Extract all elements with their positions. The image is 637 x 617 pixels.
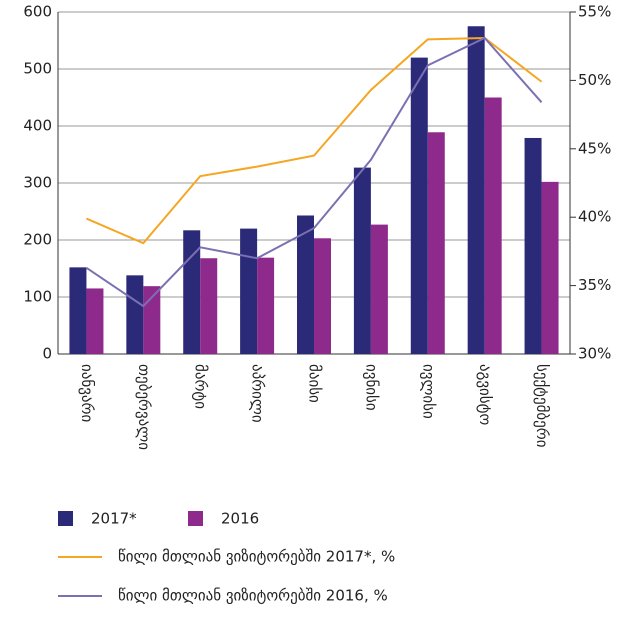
y2-tick-label: 45% [578,139,611,157]
line [85,36,543,308]
bar [314,238,331,354]
x-tick-label: ივნისი [362,364,380,411]
y2-tick-label: 35% [578,276,611,294]
y2-tick-label: 40% [578,208,611,226]
y-tick-label: 400 [23,117,52,135]
x-tick-label: თებერვალი [135,364,153,450]
bar [257,257,275,354]
legend-swatch [58,511,73,526]
x-tick-label: აგვისტო [476,364,494,425]
y-tick-label: 200 [23,231,52,249]
bar [240,228,258,354]
x-tick-label: სექტემბერი [533,364,551,448]
y-tick-label: 300 [23,174,52,192]
bar [484,97,502,354]
line [86,36,543,245]
x-tick-label: მაისი [306,364,324,403]
bar [353,167,371,354]
y-tick-label: 100 [23,288,52,306]
legend-label: წილი მთლიან ვიზიტორებში 2017*, % [118,548,395,566]
y-tick-label: 0 [42,345,52,363]
bar [297,215,314,354]
bar [69,267,87,354]
legend-swatch [188,511,203,526]
legend-label: წილი მთლიან ვიზიტორებში 2016, % [118,587,388,605]
y2-tick-label: 55% [578,3,611,21]
bar [200,258,218,354]
x-tick-label: ივლისი [419,364,437,419]
legend-label: 2016 [221,510,259,528]
bar [467,26,485,354]
bar [126,275,144,354]
legend-label: 2017* [91,510,137,528]
bar [86,288,104,354]
y-tick-label: 500 [23,60,52,78]
y2-tick-label: 50% [578,71,611,89]
y2-tick-label: 30% [578,345,611,363]
bar [524,137,542,354]
x-tick-label: იანვარი [78,364,96,422]
x-tick-label: მარტი [192,364,210,409]
bar [541,181,559,354]
bar [370,224,388,354]
bar [427,132,445,354]
y-tick-label: 600 [23,3,52,21]
x-tick-label: აპრილი [249,364,267,423]
bar [410,57,428,354]
